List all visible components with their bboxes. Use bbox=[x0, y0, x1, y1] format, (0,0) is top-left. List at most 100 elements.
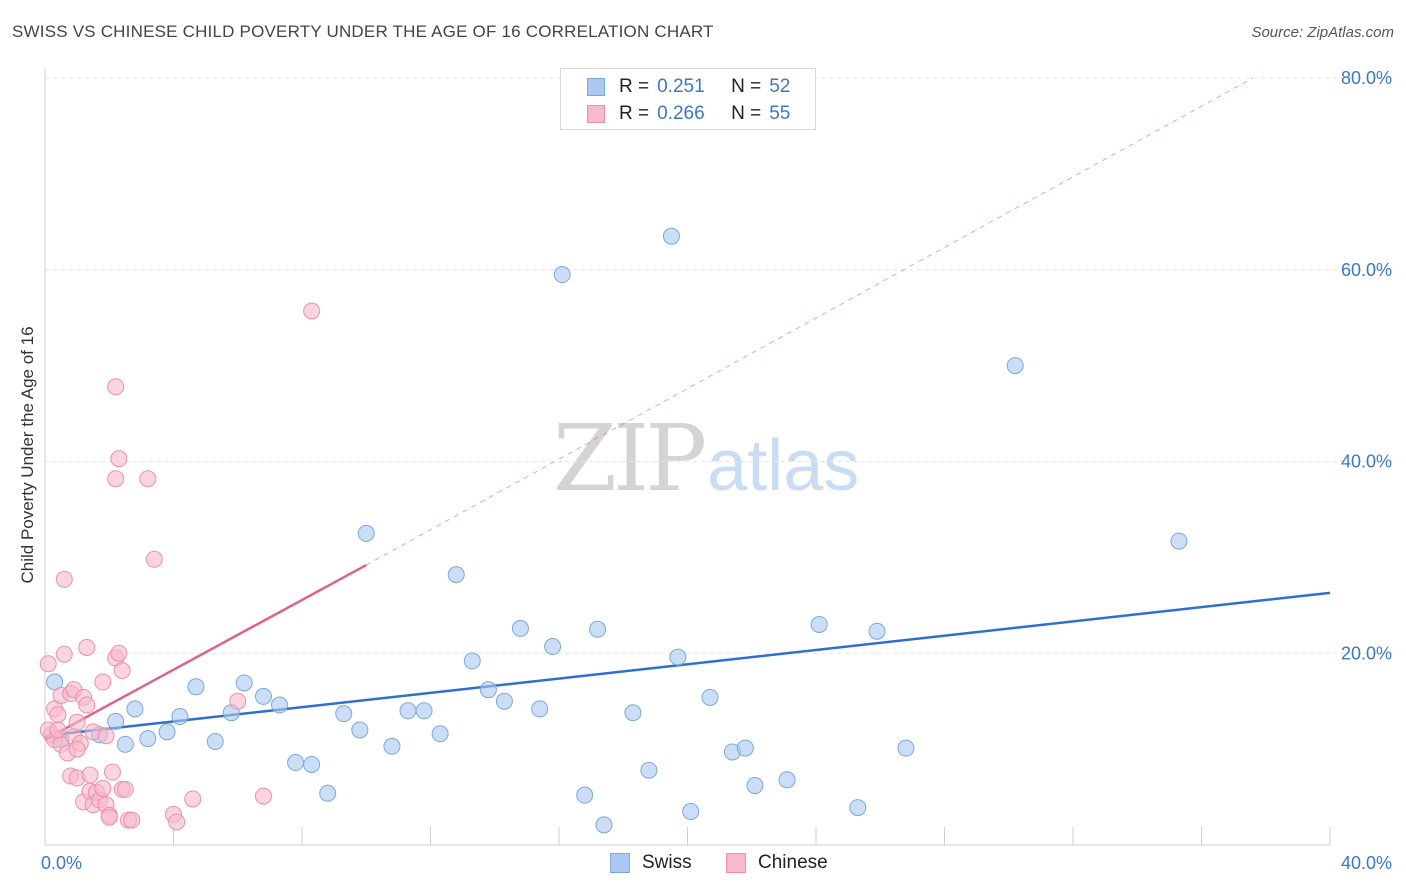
data-point-swiss bbox=[171, 708, 189, 726]
data-point-swiss bbox=[897, 739, 915, 757]
data-point-swiss bbox=[447, 566, 465, 584]
legend-n-label: N = bbox=[731, 103, 762, 124]
data-point-swiss bbox=[287, 754, 305, 772]
data-point-swiss bbox=[351, 721, 369, 739]
data-point-chinese bbox=[94, 673, 112, 691]
data-point-swiss bbox=[640, 761, 658, 779]
trend-line-chinese-extension bbox=[366, 77, 1254, 566]
data-point-swiss bbox=[271, 696, 289, 714]
watermark-atlas: atlas bbox=[707, 426, 860, 506]
chart-title: SWISS VS CHINESE CHILD POVERTY UNDER THE… bbox=[12, 22, 714, 41]
bottom-legend: Swiss Chinese bbox=[0, 852, 1406, 878]
data-point-swiss bbox=[868, 622, 886, 640]
data-point-chinese bbox=[110, 644, 128, 662]
chart-source: Source: ZipAtlas.com bbox=[1251, 24, 1394, 41]
y-tick-label: 60.0% bbox=[1341, 260, 1392, 280]
data-point-swiss bbox=[589, 620, 607, 638]
trend-lines bbox=[44, 77, 1331, 741]
legend-n-value-chinese: 55 bbox=[769, 103, 791, 124]
data-point-swiss bbox=[479, 681, 497, 699]
data-point-swiss bbox=[187, 678, 205, 696]
data-point-swiss bbox=[544, 638, 562, 656]
x-tick-label: 40.0% bbox=[1341, 853, 1392, 873]
data-point-swiss bbox=[383, 737, 401, 755]
data-point-swiss bbox=[139, 730, 157, 748]
data-point-swiss bbox=[1170, 532, 1188, 550]
data-point-swiss bbox=[415, 702, 433, 720]
data-point-swiss bbox=[810, 615, 828, 633]
data-point-swiss bbox=[235, 674, 253, 692]
data-point-chinese bbox=[145, 550, 163, 568]
data-point-swiss bbox=[778, 771, 796, 789]
data-point-swiss bbox=[1006, 357, 1024, 375]
data-point-chinese bbox=[168, 813, 186, 831]
legend-row-chinese: R = 0.266 N = 55 bbox=[587, 101, 790, 127]
data-point-swiss bbox=[335, 705, 353, 723]
data-point-swiss bbox=[746, 777, 764, 795]
legend-r-label: R = bbox=[619, 76, 650, 97]
legend-swatch-chinese bbox=[587, 105, 605, 123]
data-point-swiss bbox=[682, 802, 700, 820]
data-point-chinese bbox=[55, 645, 73, 663]
data-point-swiss bbox=[662, 227, 680, 245]
data-point-swiss bbox=[595, 816, 613, 834]
grid-lines bbox=[45, 77, 1392, 654]
legend-r-value-chinese: 0.266 bbox=[657, 103, 705, 124]
data-point-swiss bbox=[116, 735, 134, 753]
legend-n-label: N = bbox=[731, 76, 762, 97]
legend-swatch-swiss bbox=[587, 78, 605, 96]
data-point-swiss bbox=[319, 784, 337, 802]
legend-n-value-swiss: 52 bbox=[769, 76, 791, 97]
data-point-swiss bbox=[701, 688, 719, 706]
data-point-chinese bbox=[139, 470, 157, 488]
watermark: ZIPatlas bbox=[553, 405, 859, 512]
trend-line-swiss bbox=[44, 591, 1331, 737]
legend-row-swiss: R = 0.251 N = 52 bbox=[587, 74, 790, 100]
data-point-chinese bbox=[110, 450, 128, 468]
data-points bbox=[39, 227, 1188, 834]
data-point-chinese bbox=[254, 787, 272, 805]
data-point-chinese bbox=[81, 766, 99, 784]
y-tick-label: 20.0% bbox=[1341, 643, 1392, 663]
data-point-chinese bbox=[100, 808, 118, 826]
legend-r-label: R = bbox=[619, 103, 650, 124]
data-point-swiss bbox=[511, 619, 529, 637]
bottom-legend-chinese: Chinese bbox=[726, 852, 828, 874]
data-point-swiss bbox=[495, 692, 513, 710]
bottom-legend-swiss: Swiss bbox=[610, 852, 692, 874]
data-point-swiss bbox=[463, 652, 481, 670]
data-point-swiss bbox=[553, 266, 571, 284]
data-point-chinese bbox=[55, 570, 73, 588]
data-point-chinese bbox=[303, 302, 321, 320]
data-point-swiss bbox=[357, 524, 375, 542]
data-point-chinese bbox=[229, 692, 247, 710]
bottom-legend-label-swiss: Swiss bbox=[642, 852, 692, 873]
data-point-swiss bbox=[206, 732, 224, 750]
data-point-chinese bbox=[97, 727, 115, 745]
data-point-chinese bbox=[103, 763, 121, 781]
data-point-chinese bbox=[78, 696, 96, 714]
data-point-chinese bbox=[94, 779, 112, 797]
data-point-swiss bbox=[624, 704, 642, 722]
tick-labels: 20.0% 40.0% 60.0% 80.0% 0.0% 40.0% bbox=[41, 68, 1392, 873]
data-point-chinese bbox=[123, 811, 141, 829]
data-point-swiss bbox=[669, 648, 687, 666]
data-point-swiss bbox=[736, 739, 754, 757]
data-point-swiss bbox=[107, 712, 125, 730]
data-point-swiss bbox=[531, 700, 549, 718]
data-point-chinese bbox=[39, 655, 57, 673]
data-point-swiss bbox=[254, 687, 272, 705]
data-point-chinese bbox=[49, 706, 67, 724]
data-point-chinese bbox=[107, 378, 125, 396]
bottom-legend-swatch-swiss bbox=[610, 853, 630, 873]
data-point-swiss bbox=[399, 702, 417, 720]
legend-r-value-swiss: 0.251 bbox=[657, 76, 705, 97]
data-point-chinese bbox=[113, 662, 131, 680]
data-point-chinese bbox=[68, 740, 86, 758]
watermark-zip: ZIP bbox=[553, 405, 707, 512]
trend-line-chinese bbox=[44, 563, 367, 741]
x-tick-label: 0.0% bbox=[41, 853, 82, 873]
data-point-chinese bbox=[107, 470, 125, 488]
data-point-chinese bbox=[116, 780, 134, 798]
